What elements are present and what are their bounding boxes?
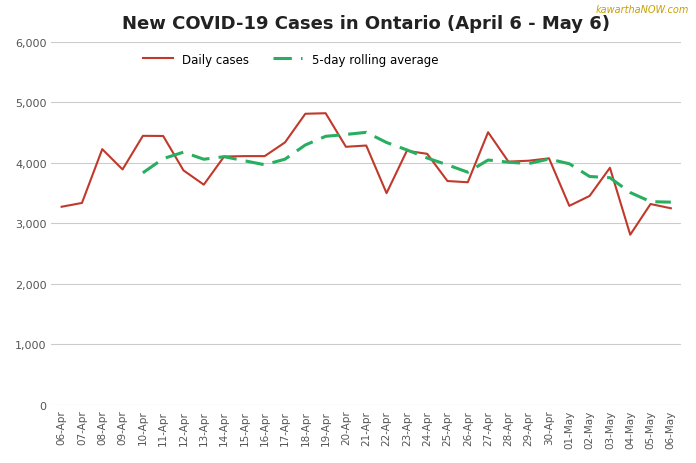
Text: kawarthaNOW.com: kawarthaNOW.com — [596, 5, 689, 15]
Title: New COVID-19 Cases in Ontario (April 6 - May 6): New COVID-19 Cases in Ontario (April 6 -… — [122, 15, 610, 33]
Legend: Daily cases, 5-day rolling average: Daily cases, 5-day rolling average — [139, 49, 443, 71]
